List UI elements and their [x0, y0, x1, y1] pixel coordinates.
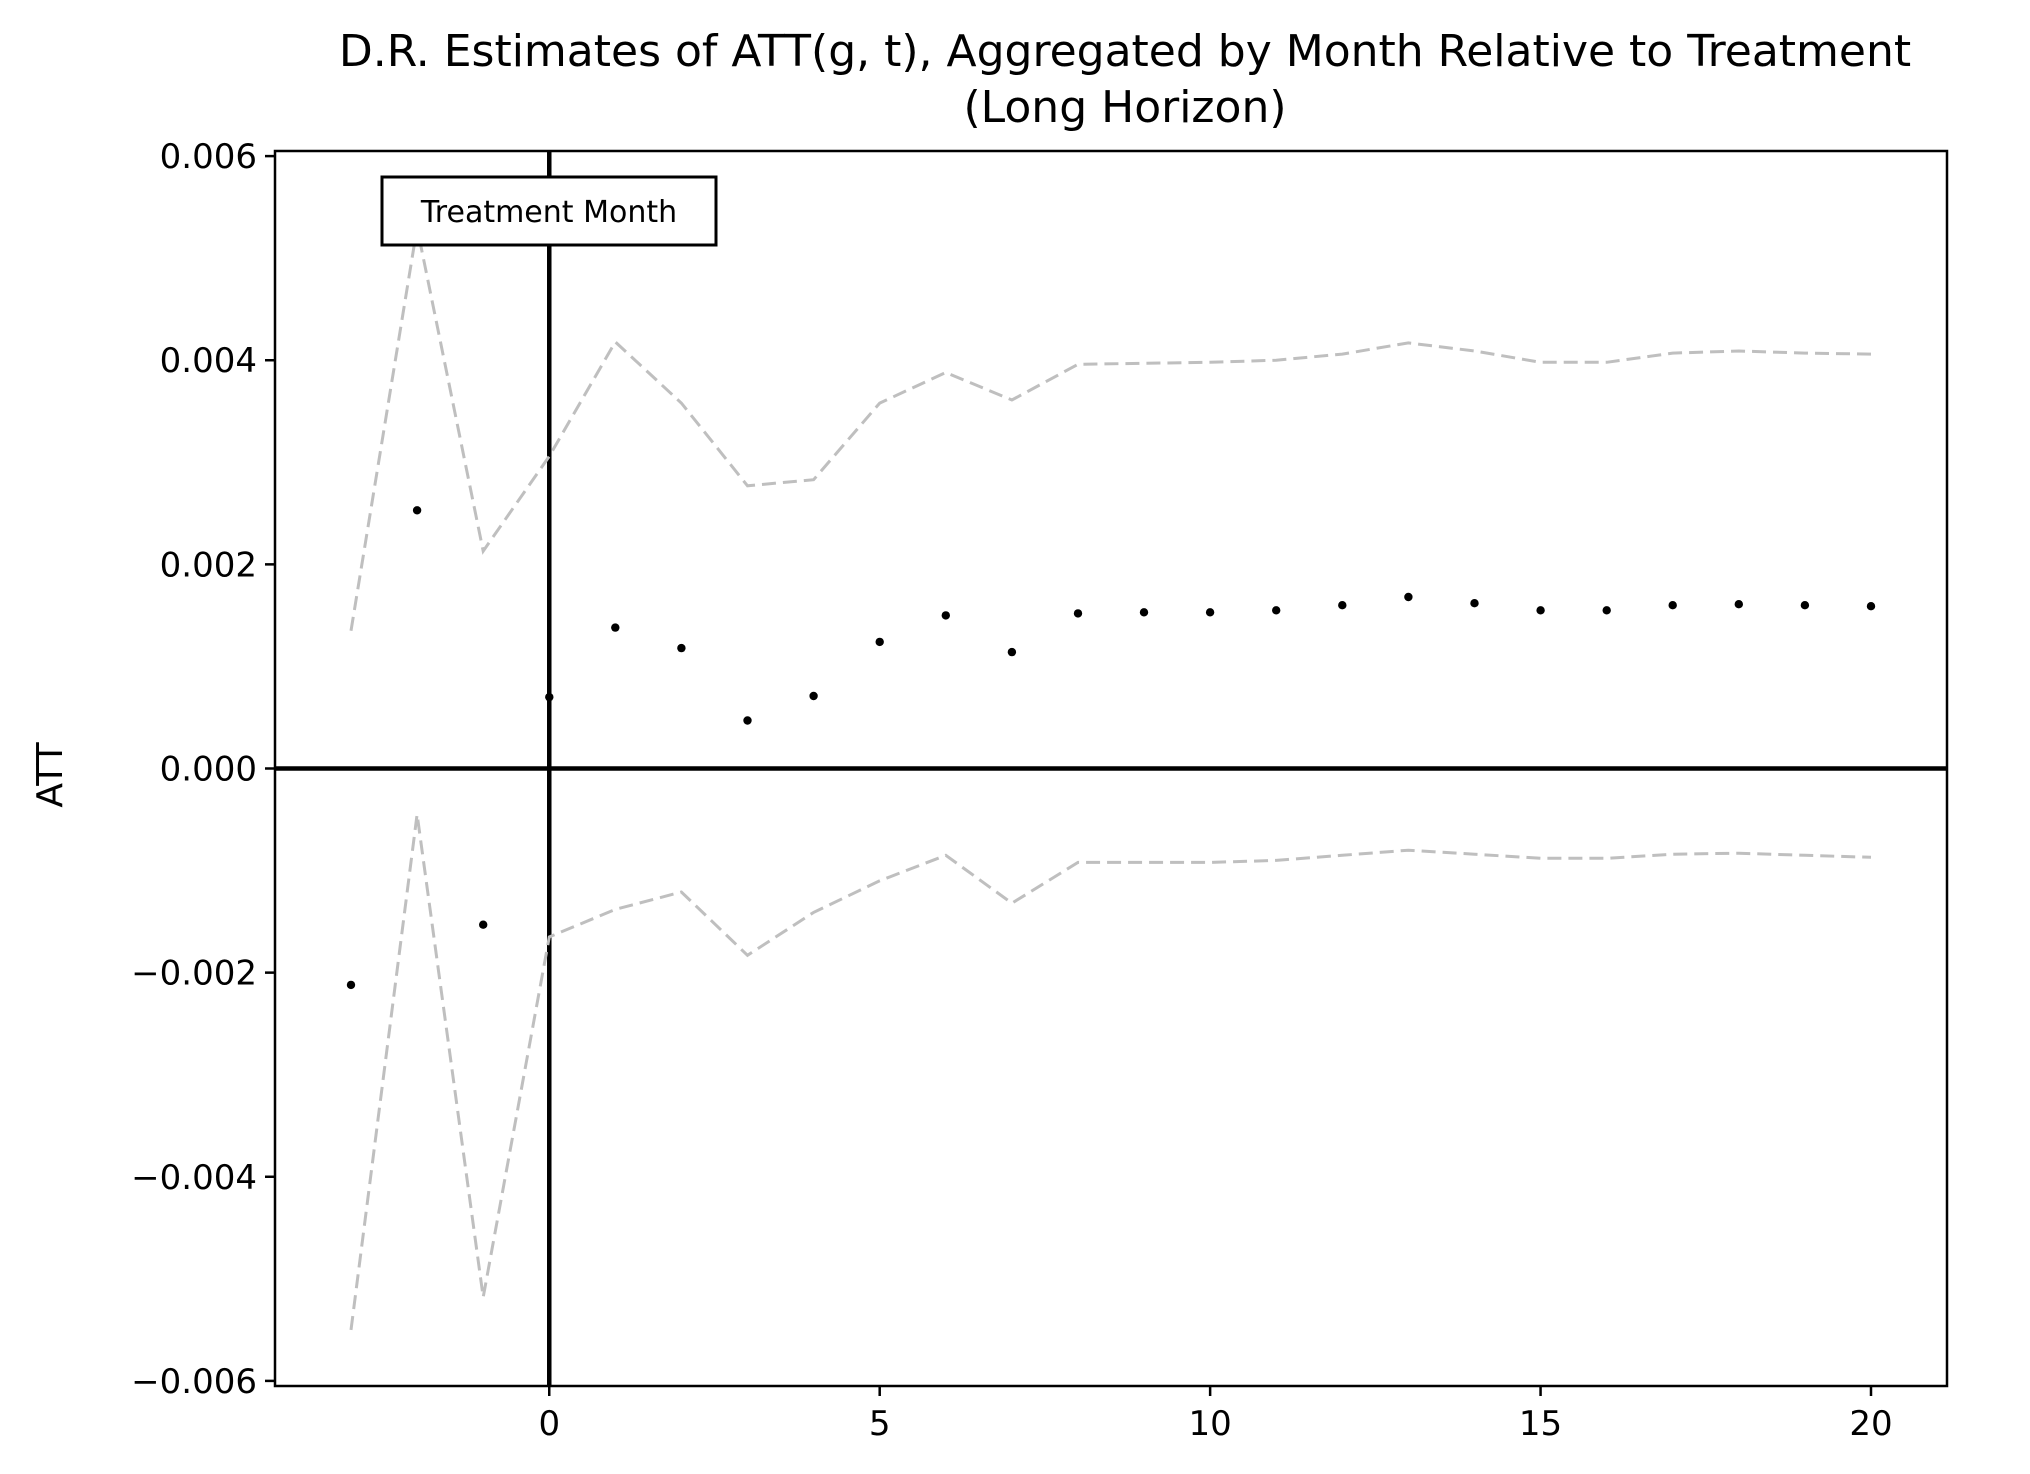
x-tick-label: 20: [1849, 1404, 1892, 1444]
upper-confidence-bound-line: [349, 227, 1872, 631]
plot-area: [275, 151, 1947, 1386]
att-point: [1470, 599, 1479, 608]
x-tick-label: 0: [538, 1404, 560, 1444]
att-point: [677, 643, 686, 653]
x-tick-label: 15: [1519, 1404, 1562, 1444]
att-point: [1272, 606, 1281, 615]
att-point: [1205, 608, 1215, 617]
y-axis-label: ATT: [30, 741, 71, 807]
att-point: [1800, 601, 1810, 610]
annotation-text: Treatment Month: [420, 195, 677, 230]
att-point: [1338, 601, 1347, 610]
att-point: [809, 691, 818, 701]
att-point: [875, 637, 884, 647]
att-point: [1139, 608, 1149, 617]
y-tick-label: 0.004: [160, 341, 257, 381]
att-point: [1073, 609, 1083, 618]
y-tick-label: −0.004: [131, 1158, 257, 1198]
chart-subtitle: (Long Horizon): [963, 82, 1286, 133]
annotation-box: [380, 175, 718, 247]
x-tick-label: 10: [1188, 1404, 1231, 1444]
att-point: [1668, 601, 1677, 610]
att-point: [1734, 600, 1744, 609]
att-point: [1866, 602, 1876, 611]
att-point: [1007, 647, 1017, 657]
att-point: [611, 623, 620, 632]
att-point: [412, 506, 422, 515]
att-point: [1404, 592, 1413, 602]
y-tick-label: 0.002: [160, 545, 257, 585]
y-tick-label: −0.006: [131, 1362, 257, 1402]
x-tick-label: 5: [869, 1404, 891, 1444]
att-point: [1602, 606, 1611, 615]
treatment-month-annotation: Treatment Month: [380, 175, 718, 247]
att-point-series: [346, 506, 1876, 990]
att-point: [941, 611, 950, 620]
y-tick-label: 0.000: [160, 750, 257, 790]
y-tick-label: 0.006: [160, 137, 257, 177]
lower-confidence-bound-line: [349, 814, 1872, 1331]
y-tick-label: −0.002: [131, 954, 257, 994]
att-point: [545, 692, 554, 702]
att-point: [346, 980, 356, 990]
att-point: [479, 920, 488, 929]
chart-title: D.R. Estimates of ATT(g, t), Aggregated …: [339, 26, 1911, 77]
att-point: [1536, 606, 1545, 615]
att-point: [743, 716, 752, 725]
